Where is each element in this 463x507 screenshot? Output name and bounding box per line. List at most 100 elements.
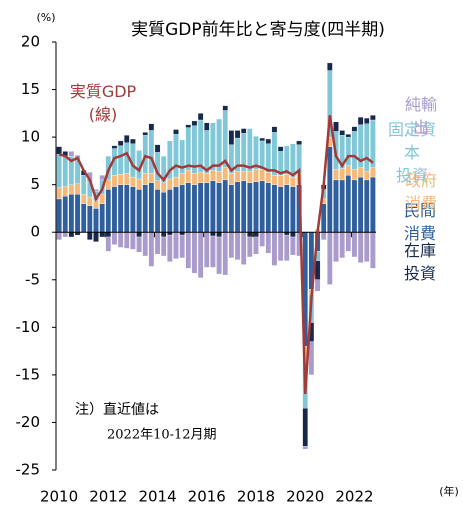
- bar-segment: [228, 184, 235, 233]
- y-tick-label: 10: [21, 128, 40, 146]
- bar-segment: [197, 172, 204, 183]
- bar-segment: [68, 194, 75, 233]
- bar-segment: [240, 128, 247, 134]
- bar-segment: [222, 232, 228, 276]
- bar-segment: [148, 173, 155, 183]
- bar-segment: [247, 128, 253, 172]
- bar-segment: [167, 178, 173, 190]
- bar-segment: [56, 232, 62, 240]
- bar-segment: [74, 183, 81, 195]
- bar-segment: [253, 136, 259, 170]
- x-tick-label: 2020: [286, 488, 324, 506]
- bar-segment: [80, 203, 87, 233]
- bar-segment: [277, 232, 284, 261]
- bar-segment: [234, 232, 241, 260]
- bar-segment: [216, 171, 222, 183]
- bar-segment: [99, 175, 105, 181]
- bar-segment: [68, 151, 75, 157]
- bar-segment: [210, 122, 216, 171]
- bar-segment: [197, 182, 204, 233]
- bar-segment: [277, 146, 284, 152]
- x-tick-label: 2010: [40, 488, 78, 506]
- y-tick-label: -15: [16, 365, 41, 383]
- bar-segment: [87, 205, 93, 233]
- bar-segment: [327, 146, 333, 233]
- bar-segment: [228, 173, 235, 185]
- bar-segment: [247, 182, 253, 233]
- bar-segment: [302, 446, 308, 450]
- bar-segment: [68, 232, 75, 238]
- bar-segment: [87, 232, 93, 240]
- bar-segment: [364, 123, 370, 172]
- legend-entry: 実質GDP (線): [69, 82, 137, 124]
- y-tick-label: 5: [30, 175, 40, 193]
- bar-segment: [167, 234, 173, 262]
- bar-segment: [345, 232, 352, 252]
- bar-segment: [339, 168, 345, 181]
- bar-segment: [222, 167, 228, 181]
- bar-segment: [351, 126, 358, 132]
- bar-segment: [253, 236, 259, 255]
- bar-segment: [130, 138, 136, 144]
- bar-segment: [56, 198, 62, 233]
- bar-segment: [240, 180, 247, 233]
- bar-segment: [247, 171, 253, 183]
- bar-segment: [222, 110, 228, 168]
- bar-segment: [160, 236, 167, 257]
- bar-segment: [62, 195, 68, 233]
- bar-segment: [142, 132, 148, 136]
- bar-segment: [253, 169, 259, 182]
- bar-segment: [185, 124, 192, 128]
- y-tick-label: 0: [30, 223, 40, 241]
- bar-segment: [173, 186, 179, 233]
- bar-segment: [228, 130, 235, 145]
- bar-segment: [216, 182, 222, 233]
- bar-segment: [191, 120, 198, 126]
- bar-segment: [87, 196, 93, 206]
- bar-segment: [160, 182, 167, 193]
- bar-segment: [142, 232, 148, 257]
- bar-segment: [345, 165, 352, 176]
- bar-segment: [290, 143, 296, 178]
- bar-segment: [117, 145, 124, 175]
- bar-segment: [370, 167, 376, 178]
- bar-segment: [284, 174, 290, 185]
- bar-segment: [284, 184, 290, 233]
- bar-segment: [284, 145, 290, 175]
- bar-segment: [265, 232, 272, 254]
- bar-segment: [320, 232, 327, 240]
- bar-segment: [99, 203, 105, 233]
- bar-segment: [290, 186, 296, 233]
- bar-segment: [191, 232, 198, 274]
- bar-segment: [302, 408, 308, 447]
- bar-segment: [167, 140, 173, 180]
- bar-segment: [111, 175, 118, 187]
- bar-segment: [136, 232, 142, 238]
- bar-segment: [80, 175, 87, 195]
- x-tick-label: 2018: [237, 488, 275, 506]
- bar-segment: [130, 186, 136, 233]
- bar-segment: [345, 175, 352, 233]
- bar-segment: [93, 232, 99, 242]
- bar-segment: [277, 186, 284, 233]
- annotation: 注）直近値は: [75, 401, 159, 418]
- bar-segment: [265, 143, 272, 173]
- bar-segment: [148, 182, 155, 233]
- bar-segment: [277, 175, 284, 187]
- bar-segment: [253, 181, 259, 233]
- bar-segment: [351, 179, 358, 233]
- bar-segment: [333, 179, 339, 233]
- gdp-line: [58, 115, 374, 394]
- bar-segment: [154, 189, 161, 233]
- bar-segment: [234, 181, 241, 233]
- bar-segment: [333, 232, 339, 262]
- bar-segment: [265, 182, 272, 233]
- bar-segment: [142, 135, 148, 174]
- y-tick-label: -10: [16, 318, 41, 336]
- bar-segment: [105, 232, 112, 238]
- bar-segment: [339, 232, 345, 259]
- bar-segment: [204, 182, 210, 233]
- legend-entry: 純輸出: [404, 95, 437, 137]
- bar-segment: [357, 167, 364, 178]
